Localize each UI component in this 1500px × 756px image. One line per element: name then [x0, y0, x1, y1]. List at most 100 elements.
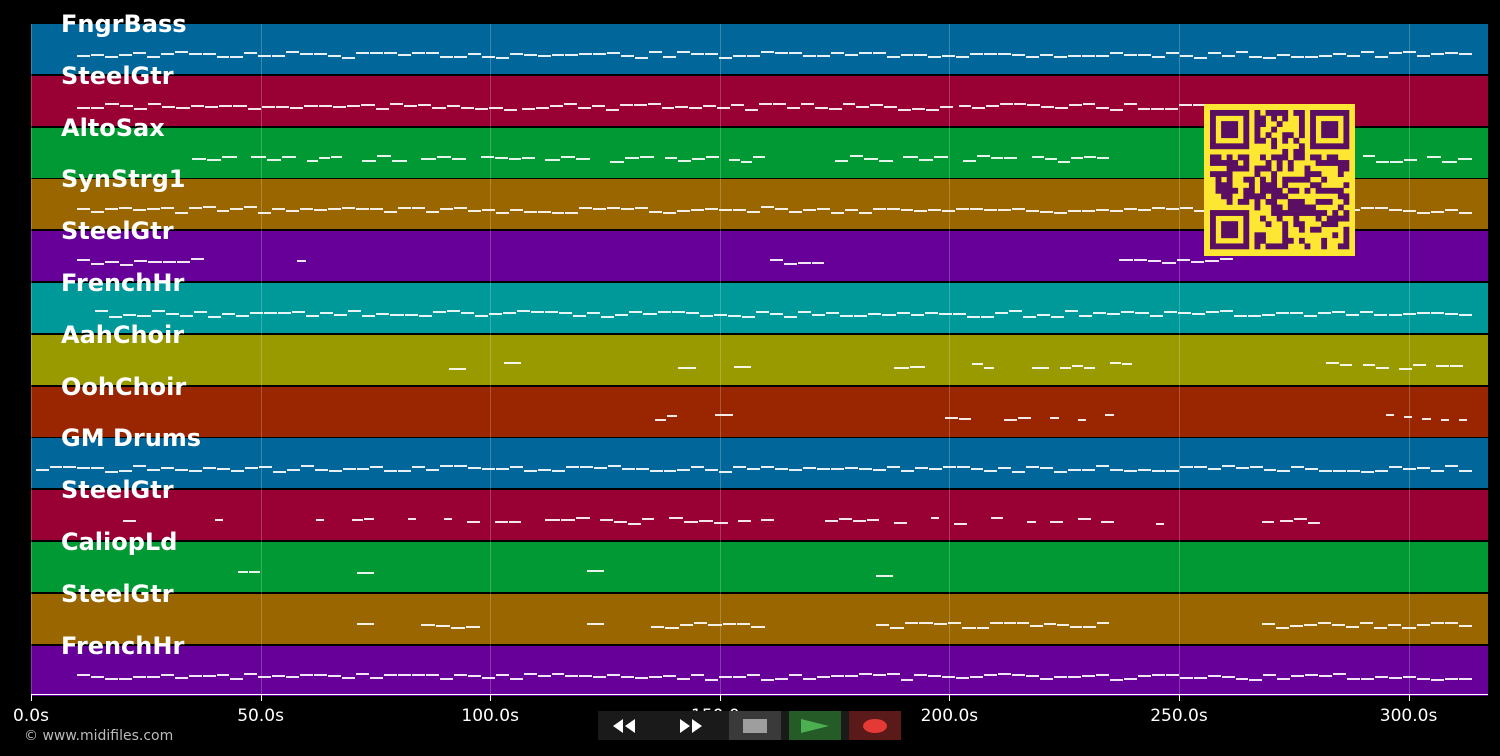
note: [468, 467, 482, 470]
note: [722, 622, 736, 625]
note: [803, 467, 816, 470]
note: [421, 623, 436, 626]
note: [706, 155, 719, 158]
note: [1346, 625, 1360, 628]
note: [389, 102, 403, 105]
play-button[interactable]: [789, 711, 841, 740]
track-row[interactable]: [31, 593, 1488, 644]
track-name: SynStrg1: [61, 165, 186, 194]
note: [179, 315, 193, 317]
note: [306, 159, 318, 162]
track-row[interactable]: [31, 438, 1488, 489]
track-row[interactable]: [31, 386, 1488, 437]
note: [151, 310, 165, 312]
note: [189, 470, 203, 473]
note: [593, 53, 607, 55]
note: [300, 208, 314, 211]
note: [621, 55, 635, 57]
track-row[interactable]: [31, 542, 1488, 592]
note: [1058, 160, 1071, 163]
note: [1417, 677, 1430, 680]
note: [453, 207, 467, 210]
note: [705, 208, 719, 211]
gridline: [31, 24, 32, 694]
note: [384, 211, 397, 214]
gridline: [949, 24, 951, 694]
track-row[interactable]: [31, 24, 1488, 74]
note: [661, 106, 675, 109]
note: [1221, 55, 1235, 57]
note: [244, 672, 258, 675]
stop-button[interactable]: [729, 711, 781, 740]
note: [747, 468, 761, 471]
note: [1137, 107, 1151, 110]
note: [1333, 470, 1347, 473]
note: [890, 626, 904, 629]
note: [669, 517, 684, 520]
note: [1318, 312, 1332, 314]
note: [705, 469, 719, 472]
note: [693, 621, 708, 624]
note: [1277, 54, 1291, 56]
note: [1221, 465, 1235, 468]
note: [1235, 467, 1249, 470]
note: [300, 53, 314, 55]
note: [258, 466, 272, 469]
track-row[interactable]: [31, 490, 1488, 541]
note: [290, 106, 304, 109]
track-name: SteelGtr: [61, 476, 174, 505]
note: [119, 470, 133, 473]
track-row[interactable]: [31, 334, 1488, 385]
note: [63, 466, 77, 469]
note: [593, 675, 607, 678]
note: [1079, 315, 1093, 317]
note: [444, 518, 453, 521]
note: [1360, 621, 1374, 624]
rewind-button[interactable]: [598, 711, 650, 740]
fast-forward-button[interactable]: [665, 711, 717, 740]
note: [1333, 53, 1347, 55]
note: [1165, 470, 1179, 473]
note: [537, 674, 551, 677]
note: [90, 54, 104, 56]
record-button[interactable]: [849, 711, 901, 740]
note: [1097, 156, 1110, 159]
tick-mark: [260, 694, 262, 701]
track-row[interactable]: [31, 283, 1488, 333]
note: [1293, 518, 1307, 521]
note: [1263, 673, 1277, 676]
note: [1165, 52, 1179, 54]
note: [1151, 56, 1165, 58]
note: [627, 523, 641, 526]
track-row[interactable]: [31, 645, 1488, 696]
note: [258, 212, 272, 215]
note: [1137, 674, 1151, 677]
note: [105, 102, 119, 105]
note: [830, 52, 844, 54]
note: [1319, 55, 1333, 57]
note: [741, 160, 753, 163]
note: [760, 206, 774, 209]
note: [607, 465, 621, 468]
note: [421, 157, 436, 160]
note: [900, 54, 914, 56]
note: [1151, 107, 1165, 110]
note: [214, 519, 223, 522]
note: [1056, 623, 1070, 626]
note: [844, 209, 858, 212]
note: [976, 626, 990, 629]
note: [1247, 315, 1261, 317]
note: [972, 362, 983, 365]
note: [605, 108, 619, 111]
note: [1390, 160, 1403, 163]
note: [868, 313, 882, 315]
note: [879, 159, 894, 162]
note: [1403, 675, 1416, 678]
note: [1249, 466, 1263, 469]
note: [607, 52, 621, 54]
note: [219, 104, 233, 107]
note: [91, 263, 105, 266]
note: [994, 312, 1008, 314]
note: [788, 673, 802, 676]
note: [942, 675, 956, 678]
